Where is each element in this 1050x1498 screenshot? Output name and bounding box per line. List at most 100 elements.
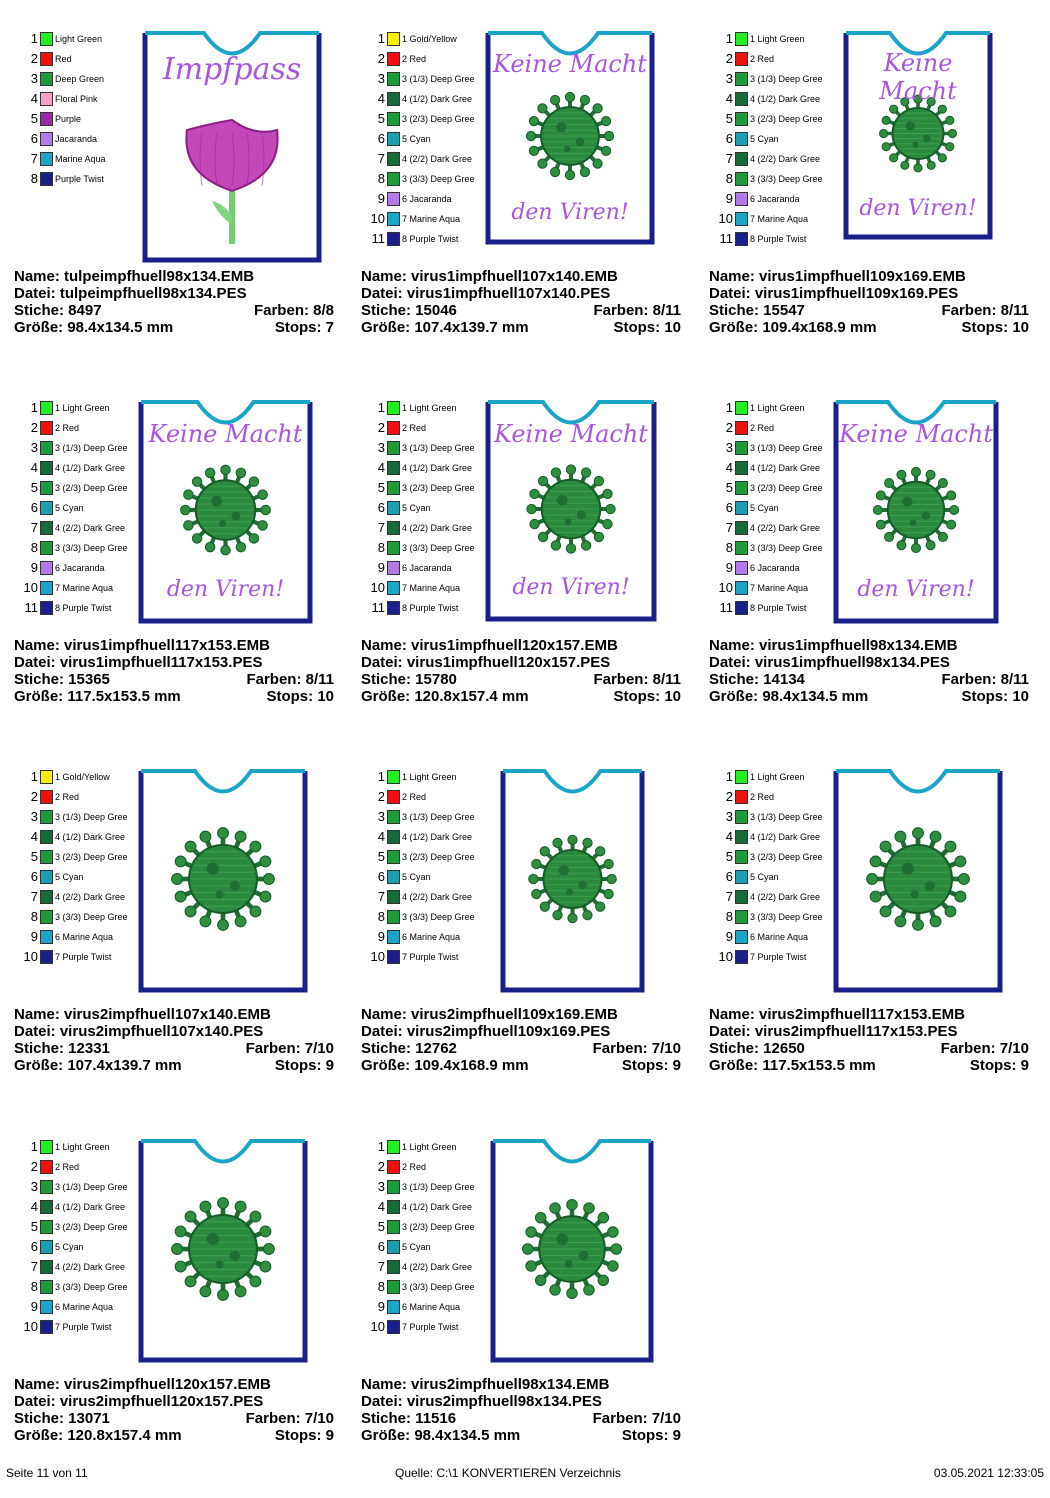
color-count: Farben: 8/11	[941, 671, 1029, 688]
color-count: Farben: 7/10	[245, 1410, 334, 1427]
color-swatch	[387, 1180, 400, 1194]
palette-number: 8	[30, 1279, 38, 1294]
stitch-count: Stiche: 12650	[709, 1040, 805, 1057]
palette-number: 3	[377, 440, 385, 455]
palette-row: 4 4 (1/2) Dark Gree	[365, 1198, 477, 1216]
color-swatch	[735, 441, 748, 455]
color-swatch	[735, 172, 748, 186]
palette-number: 7	[30, 151, 38, 166]
palette-row: 10 7 Marine Aqua	[365, 579, 477, 597]
thread-label: 4 (1/2) Dark Gree	[402, 832, 473, 842]
palette-number: 2	[377, 789, 385, 804]
virus-icon	[525, 91, 615, 181]
palette-row: 6 5 Cyan	[18, 868, 130, 886]
embroidery-preview	[490, 1139, 654, 1363]
palette-number: 10	[370, 211, 385, 226]
color-swatch	[40, 1260, 53, 1274]
palette-number: 2	[30, 789, 38, 804]
pouch-notch	[503, 769, 642, 794]
palette-number: 8	[377, 171, 385, 186]
file-name: Name: virus1impfhuell107x140.EMB	[361, 268, 618, 285]
thread-label: 7 Marine Aqua	[750, 583, 809, 593]
palette-number: 6	[377, 131, 385, 146]
file-datei: Datei: virus2impfhuell120x157.PES	[14, 1393, 264, 1410]
palette-row: 3 3 (1/3) Deep Gree	[18, 439, 130, 457]
thread-label: 4 (1/2) Dark Gree	[402, 94, 473, 104]
thread-label: 3 (3/3) Deep Gree	[402, 543, 475, 553]
palette-number: 6	[30, 131, 38, 146]
color-swatch	[40, 441, 53, 455]
color-swatch	[735, 870, 748, 884]
palette-row: 2 2 Red	[713, 788, 825, 806]
thread-label: 6 Marine Aqua	[402, 1302, 461, 1312]
print-datetime: 03.05.2021 12:33:05	[933, 1466, 1044, 1480]
pouch-notch	[141, 1139, 305, 1164]
stitch-count: Stiche: 14134	[709, 671, 805, 688]
thread-label: 2 Red	[402, 1162, 427, 1172]
stop-count: Stops: 7	[274, 319, 334, 336]
color-count: Farben: 7/10	[245, 1040, 334, 1057]
color-swatch	[387, 1320, 400, 1334]
stitch-count: Stiche: 12331	[14, 1040, 110, 1057]
palette-row: 2 Red	[18, 50, 130, 68]
color-swatch	[735, 212, 748, 226]
page-number: Seite 11 von 11	[6, 1466, 88, 1480]
thread-label: 3 (1/3) Deep Gree	[750, 812, 823, 822]
color-swatch	[387, 1200, 400, 1214]
thread-label: 4 (2/2) Dark Gree	[402, 1262, 473, 1272]
palette-number: 3	[725, 71, 733, 86]
color-swatch	[735, 132, 748, 146]
palette-row: 5 3 (2/3) Deep Gree	[713, 848, 825, 866]
palette-row: 5 Purple	[18, 110, 130, 128]
palette-number: 10	[370, 949, 385, 964]
palette-number: 8	[30, 171, 38, 186]
thread-label: 4 (2/2) Dark Gree	[402, 523, 473, 533]
thread-label: 5 Cyan	[750, 134, 779, 144]
palette-row: 1 1 Light Green	[713, 768, 825, 786]
palette-number: 11	[24, 600, 39, 615]
thread-label: 1 Light Green	[402, 772, 457, 782]
thread-label: 7 Purple Twist	[750, 952, 807, 962]
embroidery-preview	[142, 31, 322, 263]
thread-label: 4 (1/2) Dark Gree	[750, 463, 821, 473]
thread-label: 5 Cyan	[402, 872, 431, 882]
palette-row: 11 8 Purple Twist	[713, 599, 825, 617]
palette-row: 4 4 (1/2) Dark Gree	[365, 90, 477, 108]
palette-number: 1	[30, 31, 38, 46]
palette-row: 1 1 Light Green	[713, 399, 825, 417]
color-swatch	[40, 541, 53, 555]
design-info: Name: virus2impfhuell109x169.EMB Datei: v…	[361, 1006, 681, 1074]
color-swatch	[735, 770, 748, 784]
color-count: Farben: 8/11	[246, 671, 334, 688]
thread-label: 3 (1/3) Deep Gree	[55, 1182, 128, 1192]
palette-number: 2	[725, 420, 733, 435]
palette-number: 1	[377, 400, 385, 415]
thread-label: 4 (1/2) Dark Gree	[750, 832, 821, 842]
palette-number: 8	[377, 540, 385, 555]
palette-row: 10 7 Marine Aqua	[713, 579, 825, 597]
virus-icon	[528, 834, 617, 924]
palette-row: 7 4 (2/2) Dark Gree	[713, 519, 825, 537]
palette-number: 4	[725, 91, 733, 106]
color-swatch	[40, 870, 53, 884]
palette-row: 5 3 (2/3) Deep Gree	[365, 479, 477, 497]
embroidery-preview	[138, 769, 308, 993]
color-swatch	[735, 461, 748, 475]
design-size: Größe: 98.4x134.5 mm	[361, 1427, 521, 1444]
stitch-count: Stiche: 13071	[14, 1410, 110, 1427]
color-swatch	[40, 481, 53, 495]
color-swatch	[387, 770, 400, 784]
design-size: Größe: 117.5x153.5 mm	[14, 688, 181, 705]
file-datei: Datei: virus2impfhuell98x134.PES	[361, 1393, 602, 1410]
embroidery-top-text: Keine Macht	[148, 419, 303, 448]
palette-row: 1 1 Light Green	[713, 30, 825, 48]
color-swatch	[40, 1140, 53, 1154]
thread-label: 3 (2/3) Deep Gree	[402, 483, 475, 493]
stop-count: Stops: 9	[621, 1057, 681, 1074]
stop-count: Stops: 9	[274, 1057, 334, 1074]
color-swatch	[387, 581, 400, 595]
palette-number: 10	[718, 580, 733, 595]
thread-label: 4 (1/2) Dark Gree	[55, 463, 126, 473]
